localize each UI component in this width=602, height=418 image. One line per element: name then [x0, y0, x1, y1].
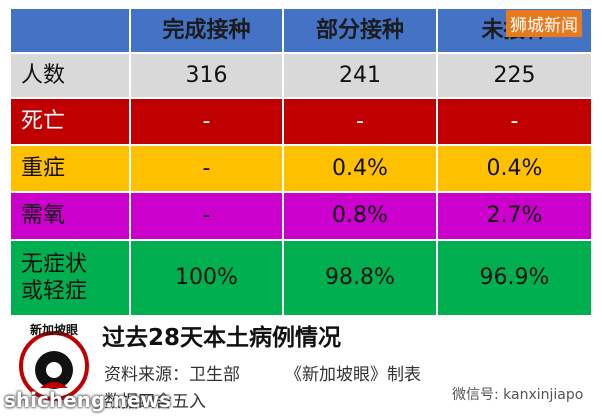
header-cell: 完成接种 — [130, 8, 283, 53]
cell-value: 241 — [283, 53, 437, 98]
cell-value: 96.9% — [437, 240, 592, 316]
row-label: 需氧 — [10, 192, 130, 240]
header-corner — [10, 8, 130, 53]
cell-value: 0.8% — [283, 192, 437, 240]
watermark-bottom: shicheng.news — [4, 388, 171, 412]
caption-title: 过去28天本土病例情况 — [102, 325, 342, 351]
cell-value: - — [130, 145, 283, 192]
logo-text: 新加坡眼 — [30, 322, 78, 337]
watermark-top: 狮城新闻 — [506, 10, 582, 37]
header-cell: 部分接种 — [283, 8, 437, 53]
row-label: 重症 — [10, 145, 130, 192]
row-label: 无症状 或轻症 — [10, 240, 130, 316]
cell-value: - — [283, 98, 437, 145]
cell-value: 2.7% — [437, 192, 592, 240]
cell-value: - — [130, 98, 283, 145]
cell-value: - — [437, 98, 592, 145]
cell-value: 316 — [130, 53, 283, 98]
cell-value: 100% — [130, 240, 283, 316]
row-label: 死亡 — [10, 98, 130, 145]
cell-value: - — [130, 192, 283, 240]
cell-value: 0.4% — [437, 145, 592, 192]
cell-value: 0.4% — [283, 145, 437, 192]
row-label-line: 无症状 — [21, 251, 88, 277]
caption-note: 数据四舍五入 — [104, 392, 206, 412]
row-label-line: 或轻症 — [21, 279, 88, 304]
row-label: 人数 — [10, 53, 130, 98]
cell-value: 98.8% — [283, 240, 437, 316]
logo: 新加坡眼 — [19, 322, 89, 401]
cell-value: 225 — [437, 53, 592, 98]
caption-source: 资料来源：卫生部 — [104, 365, 240, 385]
watermark-wechat: 微信号: kanxinjiapo — [452, 387, 584, 403]
caption-maker: 《新加坡眼》制表 — [285, 365, 421, 385]
